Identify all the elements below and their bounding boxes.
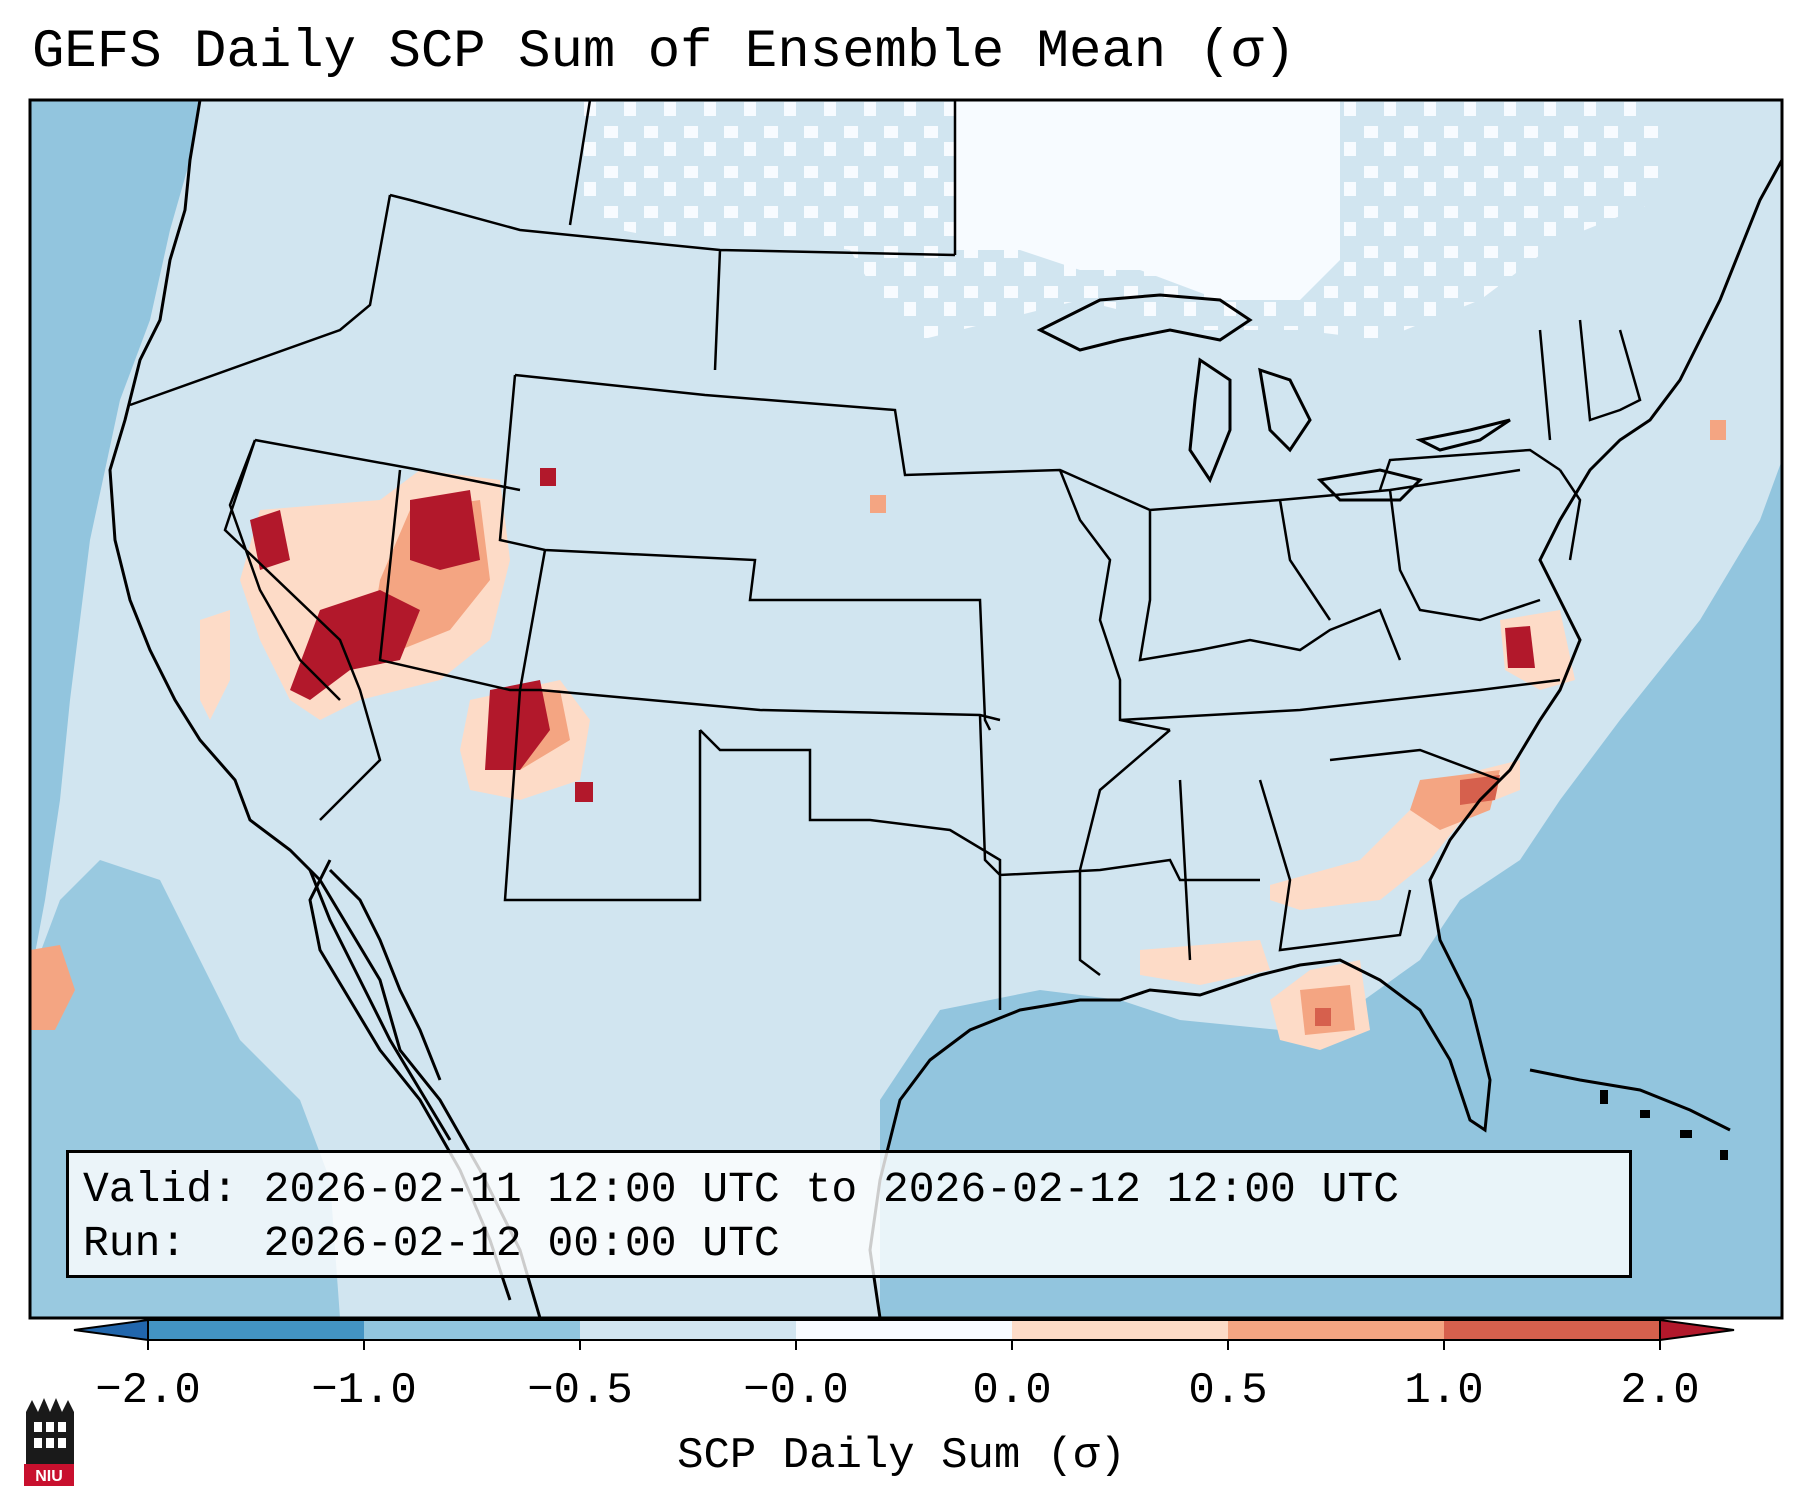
gulf-atlantic-ocean-region <box>880 460 1782 1318</box>
colorbar-over-extension <box>1659 1318 1735 1342</box>
colorbar-tick-label: −2.0 <box>95 1366 201 1416</box>
colorbar-bin <box>364 1320 580 1340</box>
valid-time-range: 2026-02-11 12:00 UTC to 2026-02-12 12:00… <box>263 1165 1400 1214</box>
colorbar-bin <box>580 1320 796 1340</box>
colorbar-tick-label: −1.0 <box>311 1366 417 1416</box>
map-title: GEFS Daily SCP Sum of Ensemble Mean (σ) <box>32 22 1296 83</box>
colorbar-tick-label: 1.0 <box>1404 1366 1484 1416</box>
colorbar-frame <box>147 1319 1661 1341</box>
run-label: Run: <box>83 1219 187 1268</box>
great-lakes-outline <box>1036 293 1511 502</box>
pacific-ocean-region <box>30 100 200 980</box>
us-state-borders <box>129 100 1642 1010</box>
niu-castle-logo-icon: NIU <box>24 1398 74 1486</box>
virginia-positive-anomaly <box>1500 610 1575 690</box>
colorbar-tick-label: 0.0 <box>972 1366 1052 1416</box>
cuba-coastline <box>1529 1068 1731 1132</box>
southeast-positive-anomaly <box>1140 760 1520 1050</box>
logo-text: NIU <box>35 1468 63 1485</box>
colorbar-under-extension <box>73 1318 149 1342</box>
colorbar-bin <box>1228 1320 1444 1340</box>
southwest-positive-anomaly <box>200 468 556 720</box>
colorbar-tick-label: −0.5 <box>527 1366 633 1416</box>
atlantic-positive-speck <box>1710 420 1726 440</box>
run-time: 2026-02-12 00:00 UTC <box>263 1219 780 1268</box>
bahamas-islands <box>1600 1090 1728 1160</box>
colorbar-bin <box>1444 1320 1660 1340</box>
map-frame <box>28 98 1784 1320</box>
colorbar-label: SCP Daily Sum (σ) <box>677 1431 1126 1481</box>
colorbar-bin <box>148 1320 364 1340</box>
baja-coastline <box>308 868 452 1141</box>
colorbar-tick-label: −0.0 <box>743 1366 849 1416</box>
valid-label: Valid: <box>83 1165 238 1214</box>
pacific-positive-anomaly <box>30 945 75 1030</box>
colorbar-tick-label: 0.5 <box>1188 1366 1268 1416</box>
colorbar-tick-label: 2.0 <box>1620 1366 1700 1416</box>
colorbar-bin <box>1012 1320 1228 1340</box>
colorbar-bin <box>796 1320 1012 1340</box>
nebraska-positive-speck <box>870 495 886 513</box>
validity-info-box: Valid: 2026-02-11 12:00 UTC to 2026-02-1… <box>66 1150 1632 1278</box>
canada-white-core <box>955 100 1340 300</box>
